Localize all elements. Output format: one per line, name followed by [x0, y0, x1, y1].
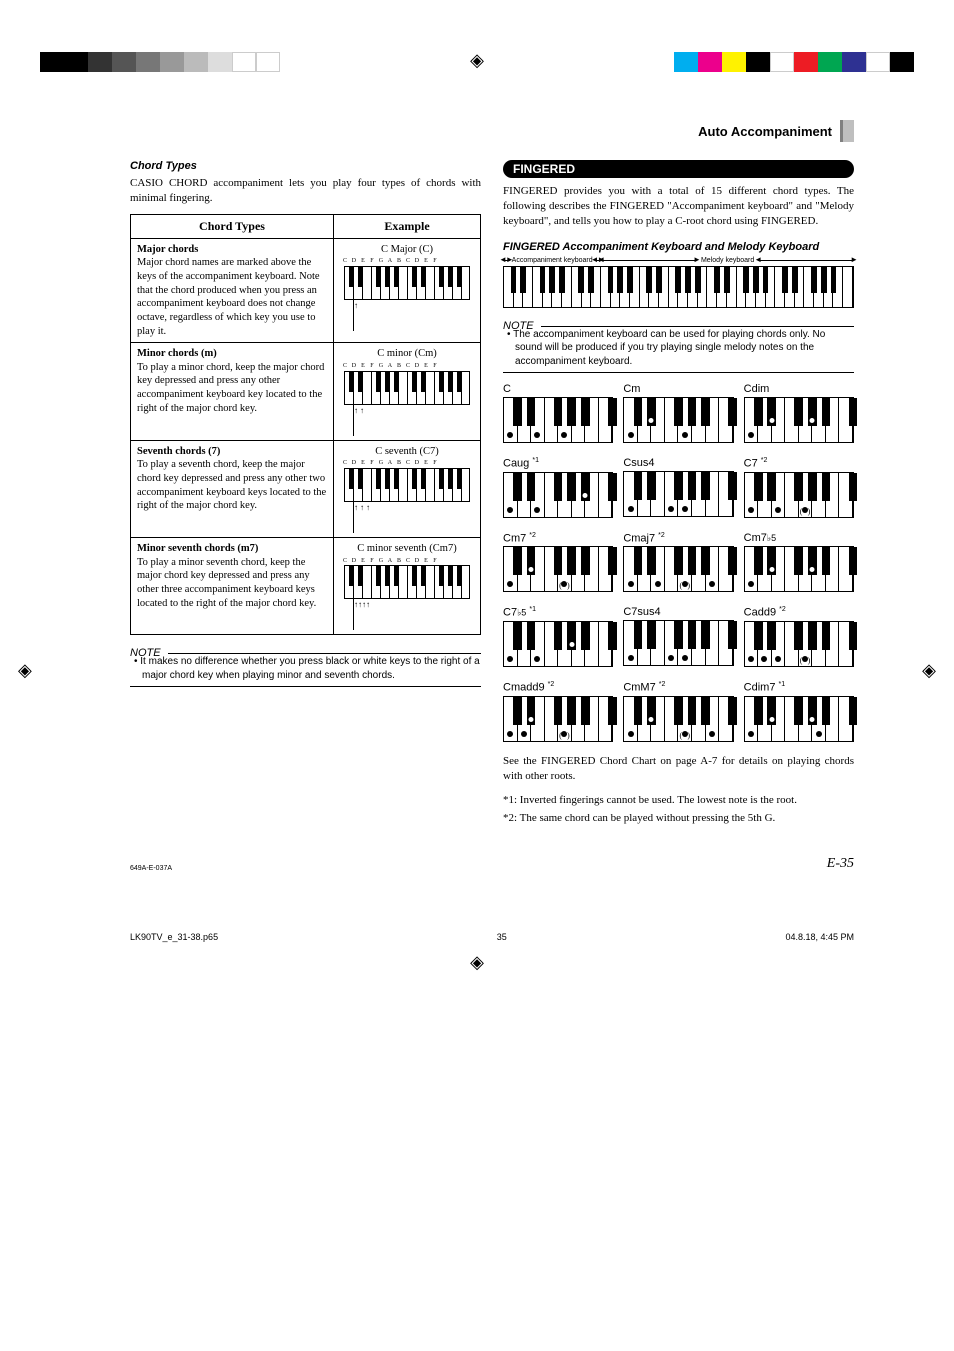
- note-text-left: • It makes no difference whether you pre…: [130, 655, 481, 682]
- fingered-kb-heading: FINGERED Accompaniment Keyboard and Melo…: [503, 241, 854, 253]
- chord-diagram: [744, 546, 854, 592]
- table-example: C Major (C)CDEFGABCDEF↑: [334, 238, 481, 342]
- chord-diagram: (): [744, 472, 854, 518]
- chord-label: Cm7♭5: [744, 532, 854, 544]
- chord-label: Cdim: [744, 383, 854, 395]
- chord-label: Csus4: [623, 457, 733, 469]
- fingered-kb-labels: Accompaniment keyboard Melody keyboard: [503, 257, 854, 264]
- section-tab: [840, 120, 854, 142]
- chord-diagram: (): [744, 621, 854, 667]
- chord-types-intro: CASIO CHORD accompaniment lets you play …: [130, 176, 481, 206]
- footnote-1: *1: Inverted fingerings cannot be used. …: [503, 793, 854, 808]
- chord-label: C7sus4: [623, 606, 733, 618]
- table-row: Major chordsMajor chord names are marked…: [131, 238, 334, 342]
- chord-diagram: [744, 397, 854, 443]
- footer-page: 35: [497, 932, 507, 942]
- chord-diagram: (): [623, 546, 733, 592]
- chord-label: Caug *1: [503, 457, 613, 470]
- register-mark-top: ◈: [470, 50, 484, 71]
- chord-diagram: (): [503, 696, 613, 742]
- footer-meta: LK90TV_e_31-38.p65 35 04.8.18, 4:45 PM: [0, 902, 954, 952]
- crop-marks-top: ◈: [0, 0, 954, 90]
- chord-diagram: [623, 471, 733, 517]
- th-example: Example: [334, 214, 481, 238]
- table-row: Seventh chords (7)To play a seventh chor…: [131, 440, 334, 537]
- chord-label: C: [503, 383, 613, 395]
- table-example: C seventh (C7)CDEFGABCDEF↑ ↑ ↑: [334, 440, 481, 537]
- footer-file: LK90TV_e_31-38.p65: [130, 932, 218, 942]
- chord-label: Cm: [623, 383, 733, 395]
- fingered-heading: FINGERED: [503, 160, 854, 178]
- footer-date: 04.8.18, 4:45 PM: [785, 932, 854, 942]
- table-row: Minor seventh chords (m7)To play a minor…: [131, 538, 334, 635]
- chord-label: Cdim7 *1: [744, 681, 854, 694]
- chord-label: Cmadd9 *2: [503, 681, 613, 694]
- chord-diagram: (): [503, 546, 613, 592]
- chord-label: Cm7 *2: [503, 532, 613, 545]
- doc-code: 649A-E-037A: [130, 865, 172, 872]
- register-mark-left: ◈: [18, 660, 32, 681]
- fingered-keyboard-diagram: [503, 266, 854, 308]
- fingered-intro: FINGERED provides you with a total of 15…: [503, 184, 854, 229]
- chord-diagram: (): [623, 696, 733, 742]
- chord-diagram: [623, 620, 733, 666]
- footnote-2: *2: The same chord can be played without…: [503, 811, 854, 826]
- table-row: Minor chords (m)To play a minor chord, k…: [131, 343, 334, 440]
- chord-diagram: [503, 472, 613, 518]
- chord-diagram: [623, 397, 733, 443]
- section-title: Auto Accompaniment: [698, 124, 832, 139]
- note-text-right: • The accompaniment keyboard can be used…: [503, 328, 854, 369]
- chord-label: Cmaj7 *2: [623, 532, 733, 545]
- chord-types-table: Chord Types Example Major chordsMajor ch…: [130, 214, 481, 636]
- chord-types-heading: Chord Types: [130, 160, 481, 172]
- see-fingered-chart: See the FINGERED Chord Chart on page A-7…: [503, 754, 854, 784]
- th-chord-types: Chord Types: [131, 214, 334, 238]
- chord-label: C7 *2: [744, 457, 854, 470]
- chord-diagram: [503, 621, 613, 667]
- page-number: E-35: [827, 856, 854, 872]
- chord-label: C7♭5 *1: [503, 606, 613, 619]
- chord-diagram: [744, 696, 854, 742]
- table-example: C minor (Cm)CDEFGABCDEF↑ ↑: [334, 343, 481, 440]
- chord-label: Cadd9 *2: [744, 606, 854, 619]
- chord-diagram: [503, 397, 613, 443]
- chord-label: CmM7 *2: [623, 681, 733, 694]
- register-mark-right: ◈: [922, 660, 936, 681]
- chord-diagram-grid: CCmCdimCaug *1Csus4C7 *2()Cm7 *2()Cmaj7 …: [503, 383, 854, 742]
- register-mark-bottom: ◈: [0, 952, 954, 1003]
- table-example: C minor seventh (Cm7)CDEFGABCDEF↑↑↑↑: [334, 538, 481, 635]
